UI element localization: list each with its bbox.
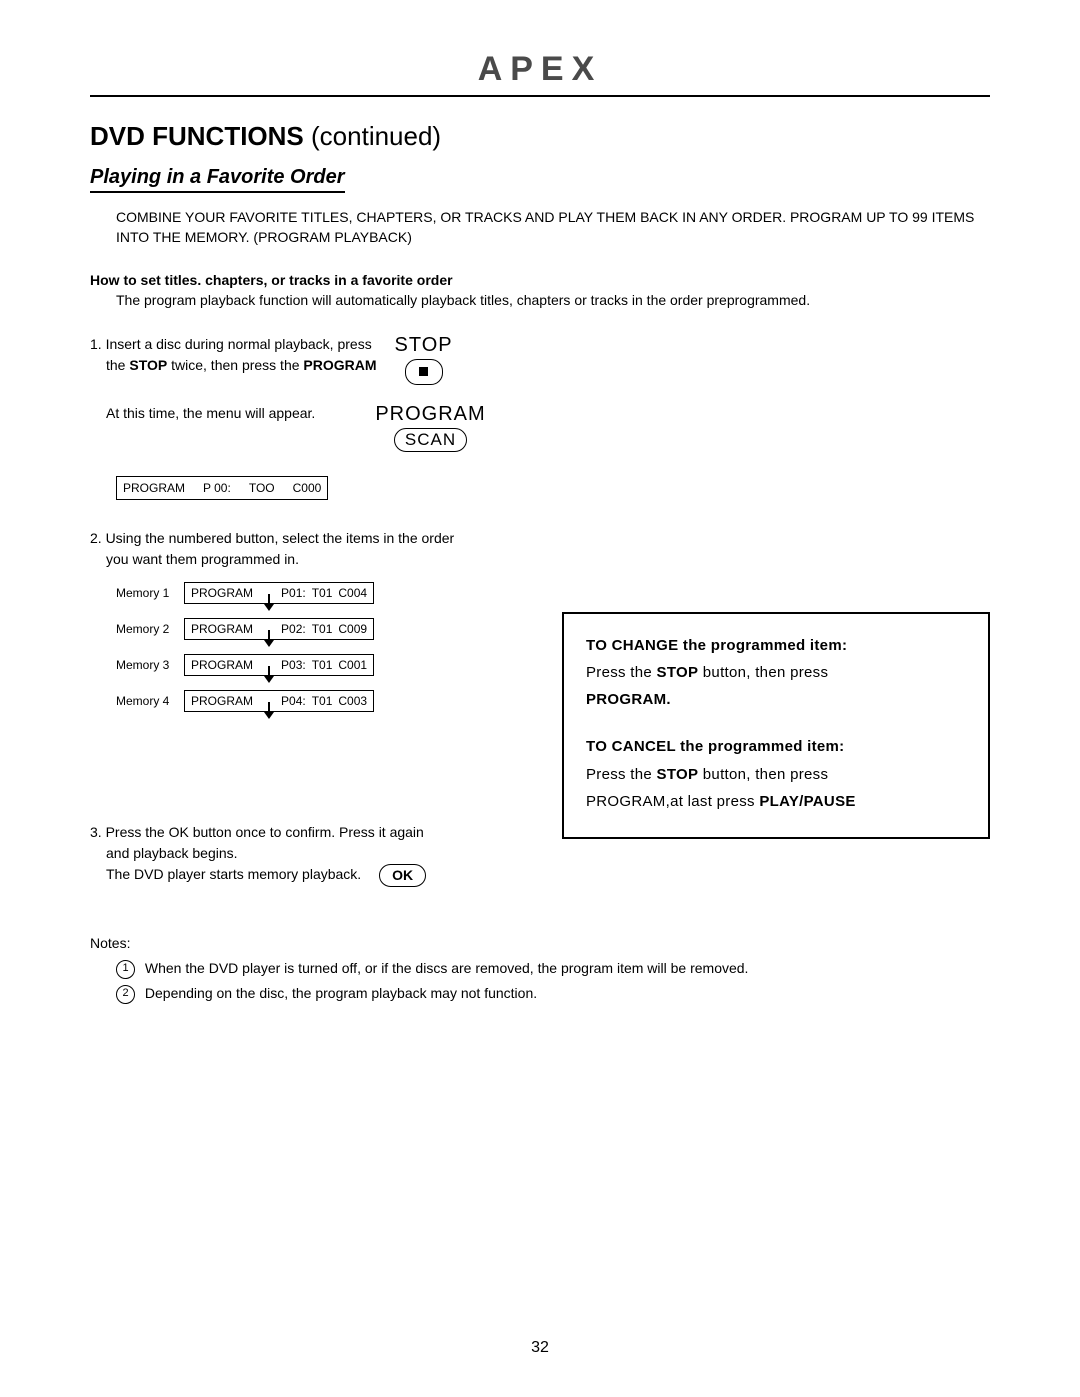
- circled-number-icon: 1: [116, 960, 135, 979]
- memory-display: PROGRAM P03: T01 C001: [184, 654, 374, 676]
- step-1-menu-note: At this time, the menu will appear.: [106, 403, 315, 424]
- step-3-text: 3. Press the OK button once to confirm. …: [90, 822, 532, 887]
- info-cancel-l2-a: PROGRAM,at last press: [586, 793, 759, 810]
- menu-col-p: P 00:: [203, 481, 231, 495]
- info-cancel-l1-a: Press the: [586, 766, 657, 783]
- info-change-line-2: PROGRAM.: [586, 691, 671, 708]
- memory-row-1: Memory 1 PROGRAM P01: T01 C004: [116, 582, 990, 604]
- info-change-l1-b: STOP: [657, 664, 699, 681]
- note-1-text: When the DVD player is turned off, or if…: [145, 960, 749, 976]
- memory-display: PROGRAM P04: T01 C003: [184, 690, 374, 712]
- memory-label: Memory 2: [116, 622, 184, 636]
- brand-logo: APEX: [90, 50, 990, 89]
- info-cancel-line-1: Press the STOP button, then press: [586, 763, 966, 786]
- info-cancel-l2-b: PLAY/PAUSE: [759, 793, 855, 810]
- info-cancel-line-2: PROGRAM,at last press PLAY/PAUSE: [586, 790, 966, 813]
- memory-c: C003: [338, 694, 367, 708]
- memory-label: Memory 1: [116, 586, 184, 600]
- intro-paragraph: COMBINE YOUR FAVORITE TITLES, CHAPTERS, …: [116, 207, 976, 248]
- arrow-down-icon: [263, 630, 275, 644]
- logo-text: APEX: [478, 50, 603, 88]
- ok-button-graphic: OK: [379, 864, 426, 887]
- info-cancel-l1-b: STOP: [657, 766, 699, 783]
- subsection-heading: Playing in a Favorite Order: [90, 166, 345, 193]
- memory-display: PROGRAM P02: T01 C009: [184, 618, 374, 640]
- note-2-text: Depending on the disc, the program playb…: [145, 985, 537, 1001]
- memory-p: P03:: [281, 658, 306, 672]
- section-title-main: DVD FUNCTIONS: [90, 121, 304, 151]
- step-2-text: 2. Using the numbered button, select the…: [90, 528, 990, 570]
- memory-label: Memory 3: [116, 658, 184, 672]
- scan-button-label: SCAN: [394, 428, 467, 452]
- stop-button-graphic: STOP: [395, 334, 453, 385]
- step-2-line-b: you want them programmed in.: [106, 549, 990, 570]
- memory-program: PROGRAM: [191, 694, 253, 708]
- info-cancel-l1-c: button, then press: [698, 766, 828, 783]
- step-2-line-a: 2. Using the numbered button, select the…: [90, 528, 990, 549]
- memory-c: C001: [338, 658, 367, 672]
- program-scan-button-graphic: PROGRAM SCAN: [375, 403, 485, 452]
- stop-square-icon: [419, 367, 428, 376]
- info-cancel-heading: TO CANCEL the programmed item:: [586, 738, 844, 755]
- memory-c: C004: [338, 586, 367, 600]
- section-title-continued: (continued): [311, 121, 441, 151]
- arrow-down-icon: [263, 702, 275, 716]
- info-change-l1-a: Press the: [586, 664, 657, 681]
- step-3-line-c: The DVD player starts memory playback. O…: [106, 864, 532, 887]
- notes-section: Notes: 1 When the DVD player is turned o…: [90, 931, 990, 1007]
- memory-program: PROGRAM: [191, 658, 253, 672]
- step-3-and-info: 3. Press the OK button once to confirm. …: [90, 742, 990, 887]
- memory-p: P01:: [281, 586, 306, 600]
- howto-description: The program playback function will autom…: [116, 292, 990, 308]
- step-3-c-text: The DVD player starts memory playback.: [106, 866, 361, 882]
- note-1: 1 When the DVD player is turned off, or …: [116, 956, 990, 981]
- step-1-text: 1. Insert a disc during normal playback,…: [90, 334, 377, 376]
- page-number: 32: [0, 1339, 1080, 1357]
- section-title: DVD FUNCTIONS (continued): [90, 121, 990, 152]
- memory-t: T01: [312, 658, 333, 672]
- stop-icon: [405, 359, 443, 385]
- step-1-menu-row: At this time, the menu will appear. PROG…: [90, 403, 990, 452]
- step-1-line-b: the STOP twice, then press the PROGRAM: [106, 355, 377, 376]
- step-3-line-b: and playback begins.: [106, 843, 532, 864]
- memory-t: T01: [312, 622, 333, 636]
- header-rule: [90, 95, 990, 97]
- memory-program: PROGRAM: [191, 622, 253, 636]
- step-1-b-mid: twice, then press the: [167, 357, 303, 373]
- step-1-b-pre: the: [106, 357, 129, 373]
- arrow-down-icon: [263, 594, 275, 608]
- step-3-line-a: 3. Press the OK button once to confirm. …: [90, 822, 532, 843]
- step-1-line-a: 1. Insert a disc during normal playback,…: [90, 334, 377, 355]
- memory-t: T01: [312, 694, 333, 708]
- memory-label: Memory 4: [116, 694, 184, 708]
- howto-heading: How to set titles. chapters, or tracks i…: [90, 272, 990, 288]
- menu-col-t: TOO: [249, 481, 275, 495]
- memory-display: PROGRAM P01: T01 C004: [184, 582, 374, 604]
- step-1-b-program: PROGRAM: [303, 357, 376, 373]
- info-change-line-1: Press the STOP button, then press: [586, 661, 966, 684]
- memory-p: P04:: [281, 694, 306, 708]
- info-change-l1-c: button, then press: [698, 664, 828, 681]
- step-1-b-stop: STOP: [129, 357, 167, 373]
- circled-number-icon: 2: [116, 985, 135, 1004]
- menu-col-program: PROGRAM: [123, 481, 185, 495]
- info-change-heading: TO CHANGE the programmed item:: [586, 637, 847, 654]
- menu-col-c: C000: [293, 481, 322, 495]
- program-button-label: PROGRAM: [375, 403, 485, 426]
- memory-t: T01: [312, 586, 333, 600]
- manual-page: APEX DVD FUNCTIONS (continued) Playing i…: [0, 0, 1080, 1397]
- change-cancel-info-box: TO CHANGE the programmed item: Press the…: [562, 612, 990, 840]
- notes-label: Notes:: [90, 931, 990, 956]
- arrow-down-icon: [263, 666, 275, 680]
- memory-program: PROGRAM: [191, 586, 253, 600]
- program-menu-display: PROGRAM P 00: TOO C000: [116, 476, 328, 500]
- step-1: 1. Insert a disc during normal playback,…: [90, 334, 990, 385]
- note-2: 2 Depending on the disc, the program pla…: [116, 981, 990, 1006]
- stop-button-label: STOP: [395, 334, 453, 357]
- memory-p: P02:: [281, 622, 306, 636]
- memory-c: C009: [338, 622, 367, 636]
